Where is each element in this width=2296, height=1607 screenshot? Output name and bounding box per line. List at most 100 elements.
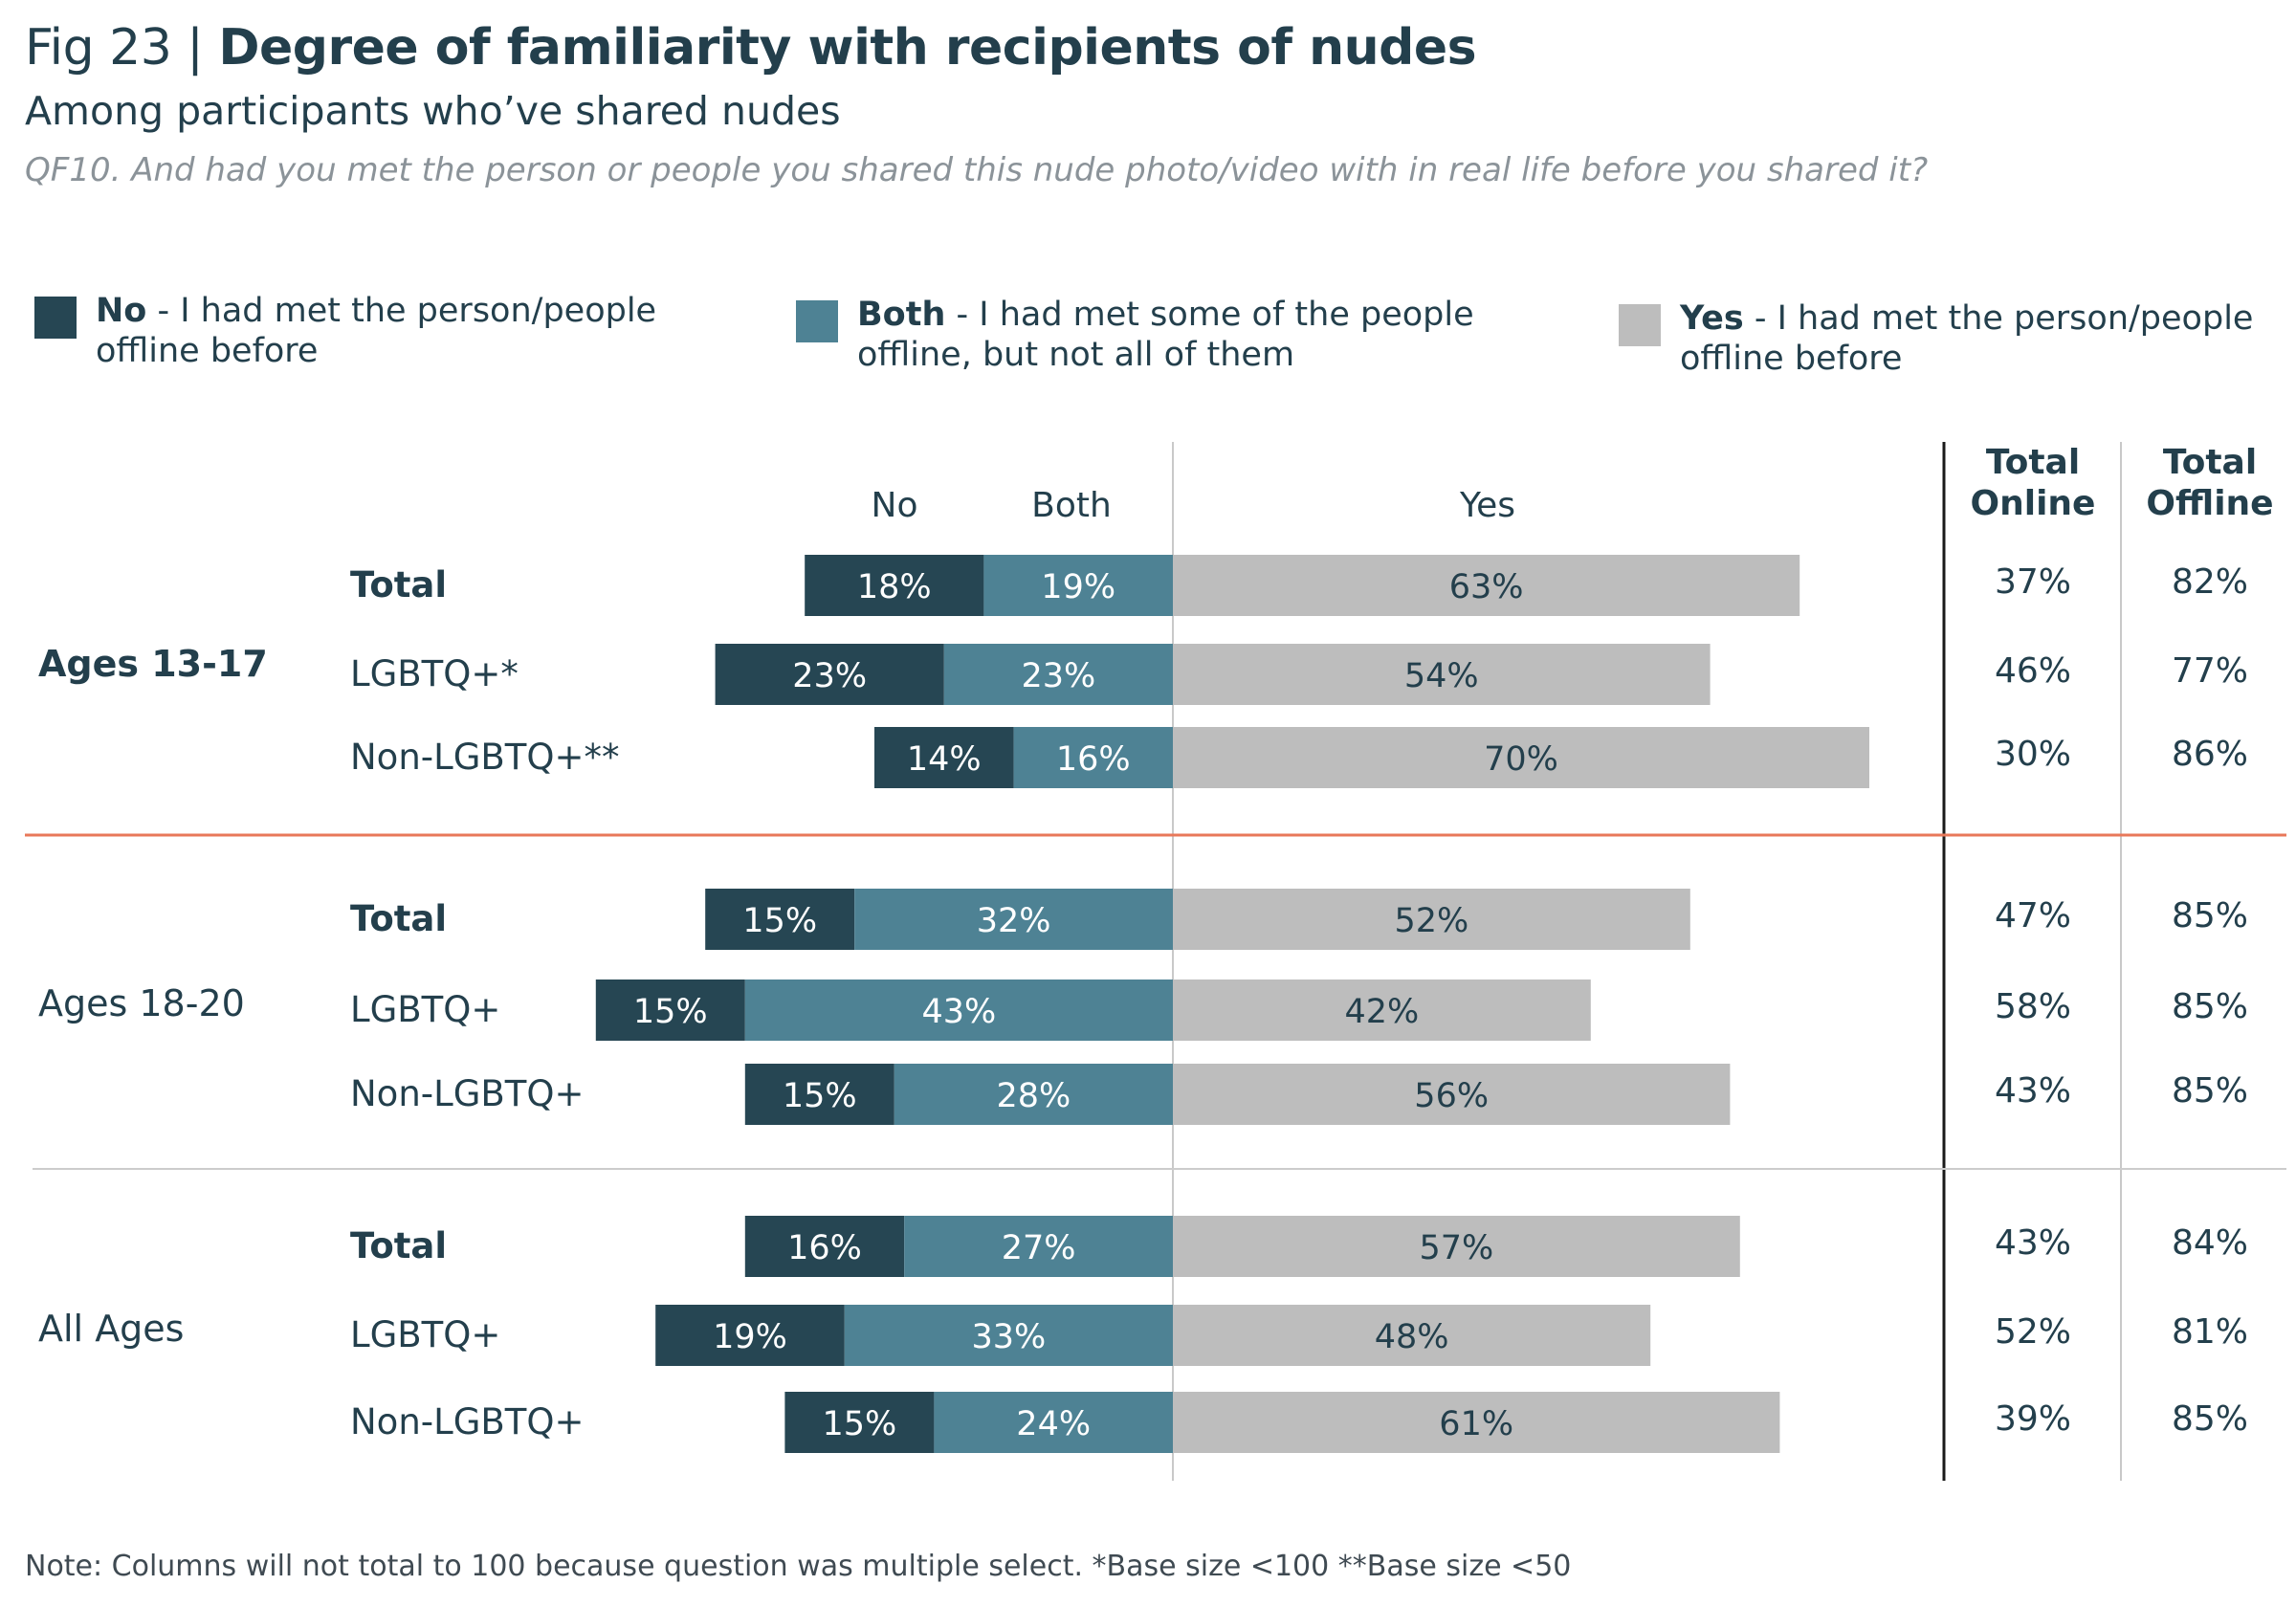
total-offline-value: 77%	[2171, 651, 2248, 691]
bar-yes	[1173, 1216, 1740, 1277]
bar-no	[805, 555, 984, 616]
group-label: All Ages	[38, 1308, 185, 1350]
bar-label-no: 16%	[787, 1229, 862, 1267]
bar-label-no: 15%	[633, 993, 708, 1031]
bar-label-both: 19%	[1041, 568, 1115, 606]
bar-label-yes: 52%	[1395, 902, 1469, 940]
bar-no	[874, 727, 1014, 788]
bar-label-yes: 48%	[1375, 1318, 1449, 1356]
bar-label-no: 15%	[742, 902, 817, 940]
bar-label-yes: 70%	[1484, 740, 1558, 779]
row-label: LGBTQ+	[350, 989, 501, 1030]
bar-label-both: 27%	[1002, 1229, 1076, 1267]
row-label: LGBTQ+*	[350, 653, 519, 694]
total-offline-value: 82%	[2171, 562, 2248, 602]
bar-label-yes: 61%	[1439, 1405, 1513, 1443]
chart-title: Fig 23 | Degree of familiarity with reci…	[25, 19, 1477, 77]
bar-no	[784, 1392, 935, 1453]
legend-key-no: No	[96, 292, 147, 330]
total-online-value: 39%	[1994, 1399, 2071, 1439]
bar-yes	[1173, 555, 1800, 616]
bar-label-both: 24%	[1016, 1405, 1091, 1443]
bar-label-yes: 63%	[1449, 568, 1524, 606]
total-offline-value: 81%	[2171, 1312, 2248, 1352]
legend-line1-both: - I had met some of the people	[945, 296, 1474, 334]
legend-line2-yes: offline before	[1680, 340, 1903, 378]
bar-no	[655, 1305, 845, 1366]
total-offline-value: 85%	[2171, 1071, 2248, 1111]
bar-yes	[1173, 980, 1591, 1041]
column-header-total-online: Total Online	[1970, 443, 2096, 523]
bar-no	[744, 1064, 894, 1125]
bar-yes	[1173, 889, 1690, 950]
bar-both	[744, 980, 1173, 1041]
legend-swatch-yes	[1619, 304, 1661, 346]
bar-no	[705, 889, 855, 950]
bar-yes	[1173, 1064, 1731, 1125]
legend-swatch-no	[34, 297, 77, 339]
legend-key-yes: Yes	[1680, 299, 1744, 338]
bar-yes	[1173, 727, 1869, 788]
bar-no	[595, 980, 745, 1041]
survey-question: QF10. And had you met the person or peop…	[25, 151, 1929, 189]
bar-both	[1013, 727, 1173, 788]
bar-label-both: 43%	[922, 993, 997, 1031]
bar-label-no: 19%	[713, 1318, 787, 1356]
total-online-value: 58%	[1994, 987, 2071, 1026]
bar-yes	[1173, 644, 1711, 705]
total-offline-value: 85%	[2171, 896, 2248, 936]
row-label: LGBTQ+	[350, 1314, 501, 1355]
bar-label-both: 33%	[972, 1318, 1047, 1356]
bar-both	[983, 555, 1173, 616]
total-online-value: 46%	[1994, 651, 2071, 691]
bar-both	[854, 889, 1173, 950]
column-header-both: Both	[1031, 486, 1112, 525]
footnote: Note: Columns will not total to 100 beca…	[25, 1550, 1572, 1583]
legend-line1-yes: - I had met the person/people	[1743, 299, 2254, 338]
bar-both	[904, 1216, 1173, 1277]
legend-line2-both: offline, but not all of them	[857, 336, 1295, 374]
bar-both	[894, 1064, 1173, 1125]
bar-label-yes: 56%	[1414, 1077, 1489, 1115]
bar-yes	[1173, 1392, 1780, 1453]
total-online-value: 47%	[1994, 896, 2071, 936]
row-label: Total	[350, 1225, 448, 1266]
bar-no	[715, 644, 944, 705]
row-label: Non-LGBTQ+	[350, 1073, 585, 1114]
bar-label-no: 14%	[907, 740, 982, 779]
bar-both	[844, 1305, 1173, 1366]
bar-label-no: 15%	[823, 1405, 897, 1443]
bar-no	[744, 1216, 905, 1277]
row-label: Total	[350, 898, 448, 939]
total-online-value: 43%	[1994, 1223, 2071, 1263]
chart-subtitle: Among participants who’ve shared nudes	[25, 88, 841, 134]
bar-label-yes: 57%	[1420, 1229, 1494, 1267]
bar-label-yes: 54%	[1404, 657, 1479, 695]
bar-label-no: 15%	[783, 1077, 857, 1115]
total-online-value: 43%	[1994, 1071, 2071, 1111]
column-header-yes: Yes	[1459, 486, 1516, 525]
row-label: Non-LGBTQ+**	[350, 737, 620, 778]
bar-label-both: 32%	[977, 902, 1051, 940]
bar-label-no: 18%	[857, 568, 932, 606]
legend-line1-no: - I had met the person/people	[146, 292, 657, 330]
total-online-value: 52%	[1994, 1312, 2071, 1352]
row-label: Non-LGBTQ+	[350, 1401, 585, 1442]
bar-label-both: 23%	[1022, 657, 1096, 695]
row-label: Total	[350, 564, 448, 605]
bar-label-both: 28%	[997, 1077, 1071, 1115]
column-header-total-offline: Total Offline	[2146, 443, 2274, 523]
bar-label-no: 23%	[792, 657, 867, 695]
bar-yes	[1173, 1305, 1651, 1366]
legend-key-both: Both	[857, 296, 946, 334]
figure-label: Fig 23 |	[25, 19, 219, 77]
group-label: Ages 13-17	[38, 643, 268, 685]
legend-line2-no: offline before	[96, 332, 319, 370]
total-offline-value: 84%	[2171, 1223, 2248, 1263]
legend-swatch-both	[796, 300, 838, 342]
total-offline-value: 85%	[2171, 987, 2248, 1026]
total-offline-value: 86%	[2171, 735, 2248, 774]
column-header-no: No	[871, 486, 918, 525]
bar-label-both: 16%	[1056, 740, 1131, 779]
